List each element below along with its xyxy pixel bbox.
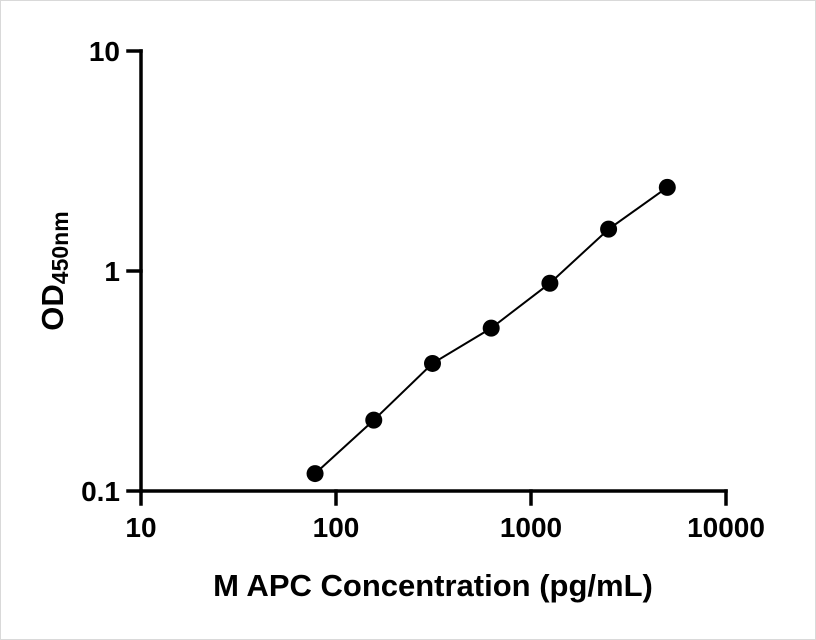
data-point-marker bbox=[658, 178, 676, 196]
data-point-marker bbox=[423, 354, 441, 372]
data-point-marker bbox=[600, 220, 618, 238]
data-point-marker bbox=[482, 319, 500, 337]
y-axis-title-subscript: 450nm bbox=[47, 211, 74, 285]
x-tick-label: 100 bbox=[313, 512, 360, 543]
x-tick-label: 10000 bbox=[687, 512, 765, 543]
data-point-marker bbox=[365, 411, 383, 429]
y-tick-label: 10 bbox=[89, 36, 120, 67]
y-tick-label: 1 bbox=[104, 256, 120, 287]
x-tick-label: 10 bbox=[125, 512, 156, 543]
y-axis-title: OD450nm bbox=[35, 211, 74, 331]
y-axis-title-base: OD bbox=[35, 284, 70, 331]
data-point-marker bbox=[541, 274, 559, 292]
x-axis-title: M APC Concentration (pg/mL) bbox=[213, 568, 653, 603]
x-tick-label: 1000 bbox=[500, 512, 562, 543]
y-tick-label: 0.1 bbox=[81, 476, 120, 507]
data-point-marker bbox=[306, 465, 324, 483]
